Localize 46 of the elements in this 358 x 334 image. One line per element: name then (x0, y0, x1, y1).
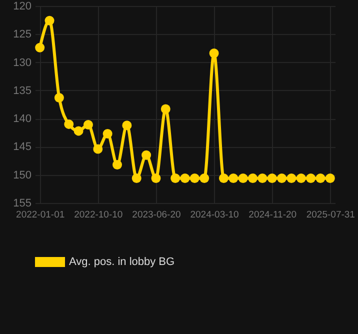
point (170, 174, 180, 183)
y-tick-label: 140 (13, 113, 32, 126)
point (122, 120, 132, 130)
point (306, 174, 316, 183)
y-tick-label: 145 (13, 141, 32, 154)
point (325, 174, 335, 183)
legend-label: Avg. pos. in lobby BG (69, 256, 175, 268)
point (102, 129, 112, 138)
point (132, 174, 142, 183)
y-tick-label: 155 (13, 198, 32, 210)
point (44, 16, 54, 26)
point (93, 144, 103, 154)
point (238, 174, 248, 183)
y-tick-label: 135 (13, 84, 32, 97)
x-tick-label: 2025-07-31 (306, 210, 355, 220)
point (180, 174, 190, 183)
point (74, 126, 84, 136)
point (277, 174, 287, 183)
point (35, 42, 45, 52)
point (190, 174, 200, 183)
point (142, 150, 152, 160)
point (296, 174, 306, 183)
x-tick-label: 2023-06-20 (132, 210, 181, 220)
y-tick-label: 120 (13, 0, 32, 12)
x-tick-label: 2022-01-01 (16, 210, 65, 220)
y-tick-label: 130 (13, 56, 32, 69)
point (112, 160, 122, 170)
point (248, 174, 258, 183)
point (258, 174, 268, 183)
point (200, 174, 210, 183)
point (209, 48, 219, 58)
point (64, 119, 74, 129)
x-tick-label: 2022-10-10 (74, 210, 123, 220)
point (267, 174, 277, 183)
point (54, 93, 64, 102)
point (316, 174, 326, 183)
y-tick-label: 150 (13, 169, 32, 182)
point (228, 174, 238, 183)
point (286, 174, 296, 183)
point (83, 120, 93, 130)
point (151, 174, 161, 183)
y-tick-label: 125 (13, 28, 32, 41)
point (160, 104, 170, 114)
x-tick-label: 2024-11-20 (248, 210, 297, 220)
point (218, 174, 228, 183)
x-tick-label: 2024-03-10 (190, 210, 239, 220)
